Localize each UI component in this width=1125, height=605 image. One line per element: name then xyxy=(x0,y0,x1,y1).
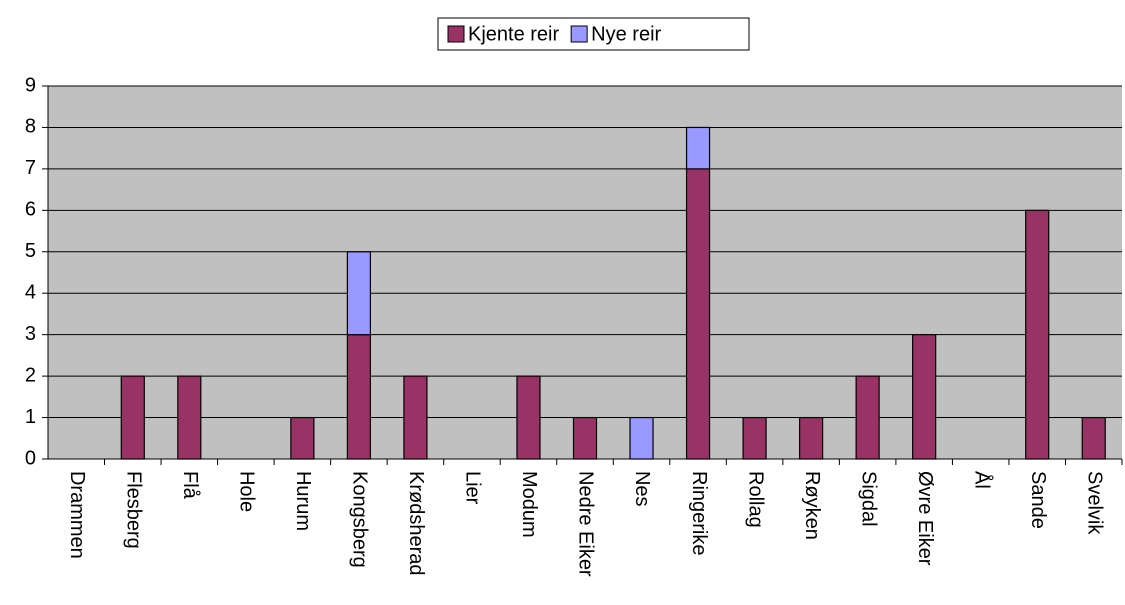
y-tick-label: 9 xyxy=(25,74,36,96)
bar-segment xyxy=(403,375,428,460)
bar-segment xyxy=(742,416,767,460)
x-tick-label: Hurum xyxy=(292,471,314,531)
bar-segment xyxy=(1081,416,1106,460)
y-tick-label: 0 xyxy=(25,447,36,469)
bar-segment xyxy=(120,375,145,460)
legend-swatch xyxy=(570,25,588,43)
x-tick-label: Nedre Eiker xyxy=(575,471,597,577)
y-tick-label: 8 xyxy=(25,116,36,138)
bar-segment xyxy=(629,416,654,460)
x-tick-label: Modum xyxy=(518,471,540,538)
x-tick-label: Svelvik xyxy=(1083,471,1105,535)
x-tick-label: Øvre Eiker xyxy=(914,471,936,566)
x-tick-label: Rollag xyxy=(744,471,766,528)
x-tick-label: Drammen xyxy=(66,471,88,559)
bar-segment xyxy=(1025,209,1050,460)
x-tick-label: Nes xyxy=(631,471,653,507)
legend-label: Nye reir xyxy=(591,23,661,45)
bar-segment xyxy=(685,168,711,460)
bar-segment xyxy=(346,251,371,336)
x-tick-label: Kongsberg xyxy=(349,471,371,568)
x-tick-label: Krødsherad xyxy=(405,471,427,576)
x-tick-label: Ringerike xyxy=(688,471,710,555)
y-tick-label: 6 xyxy=(25,199,36,221)
bar-segment xyxy=(572,416,598,460)
plot-area xyxy=(48,86,1122,459)
bar-segment xyxy=(799,416,824,460)
bar-segment xyxy=(516,375,541,460)
y-tick-label: 1 xyxy=(25,406,36,428)
legend-box xyxy=(437,17,750,51)
x-tick-label: Ål xyxy=(970,471,993,489)
x-tick-label: Flesberg xyxy=(123,471,145,549)
x-tick-label: Røyken xyxy=(801,471,823,540)
bar-segment xyxy=(685,126,711,170)
bar-segment xyxy=(290,416,315,460)
y-tick-label: 3 xyxy=(25,323,36,345)
bar-segment xyxy=(855,375,880,460)
y-tick-label: 4 xyxy=(25,282,36,304)
bar-segment xyxy=(912,334,937,460)
legend-label: Kjente reir xyxy=(468,23,559,45)
x-tick-label: Lier xyxy=(462,471,484,505)
bar-segment xyxy=(177,375,202,460)
y-tick-label: 5 xyxy=(25,240,36,262)
legend-swatch xyxy=(447,25,465,43)
x-tick-label: Flå xyxy=(179,471,201,500)
y-tick-label: 2 xyxy=(25,364,36,386)
x-tick-label: Hole xyxy=(236,471,258,512)
bar-segment xyxy=(346,334,371,460)
x-tick-label: Sigdal xyxy=(857,471,879,527)
x-tick-label: Sande xyxy=(1027,471,1049,529)
y-tick-label: 7 xyxy=(25,157,36,179)
